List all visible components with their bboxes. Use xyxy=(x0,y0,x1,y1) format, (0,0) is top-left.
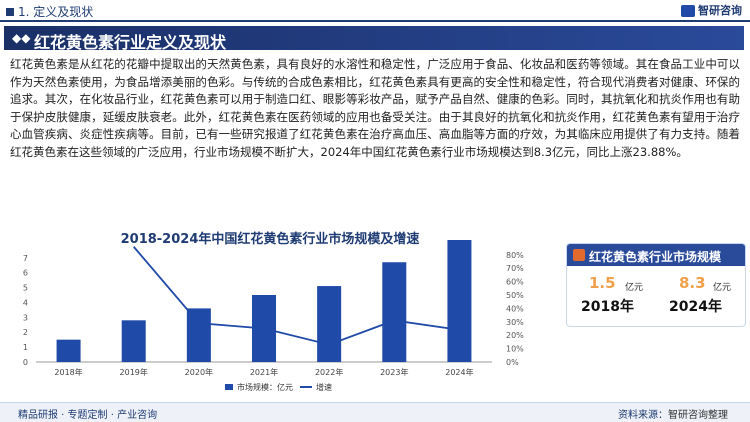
bar-2022年 xyxy=(317,286,341,362)
footer-source-name: 智研咨询整理 xyxy=(668,410,728,421)
bar-2023年 xyxy=(382,262,406,362)
y-left-tick-label: 6 xyxy=(23,269,28,278)
chart-icon xyxy=(573,249,585,261)
brand-logo: 智研咨询 xyxy=(681,2,742,18)
summary-card-header: 红花黄色素行业市场规模 xyxy=(567,244,745,266)
footer-tagline: 精品研报 · 专题定制 · 产业咨询 xyxy=(18,406,157,421)
footer-source: 资料来源：智研咨询整理 xyxy=(618,406,728,421)
y-left-tick-label: 7 xyxy=(23,254,28,263)
summary-year-2024: 2024年 xyxy=(669,296,722,316)
brand-text: 智研咨询 xyxy=(698,4,742,17)
y-left-tick-label: 2 xyxy=(23,328,28,337)
y-right-tick-label: 50% xyxy=(506,291,524,300)
summary-card: 红花黄色素行业市场规模 1.5 亿元 2018年 8.3 亿元 2024年 xyxy=(566,243,746,327)
page-title: 红花黄色素行业定义及现状 xyxy=(34,29,226,53)
section-text: 1. 定义及现状 xyxy=(18,5,93,19)
section-bullet-icon xyxy=(6,8,14,16)
top-rule xyxy=(0,20,750,22)
summary-value-2024: 8.3 xyxy=(679,274,706,292)
legend-bar-swatch xyxy=(225,384,233,390)
legend-bar-label: 市场规模：亿元 xyxy=(237,382,293,392)
y-left-tick-label: 3 xyxy=(23,313,28,322)
bar-2020年 xyxy=(187,308,211,362)
y-left-tick-label: 4 xyxy=(23,298,28,307)
legend-line-label: 增速 xyxy=(316,382,332,392)
growth-line xyxy=(134,247,460,345)
y-left-tick-label: 1 xyxy=(23,343,28,352)
y-right-tick-label: 80% xyxy=(506,251,524,260)
bar-2018年 xyxy=(57,340,81,362)
x-tick-label: 2024年 xyxy=(445,367,473,377)
summary-value-2018: 1.5 xyxy=(589,274,616,292)
summary-unit-2018: 亿元 xyxy=(625,280,643,293)
y-right-tick-label: 60% xyxy=(506,278,524,287)
double-chevron-icon: ◆◆ xyxy=(12,31,30,45)
x-tick-label: 2022年 xyxy=(315,367,343,377)
y-right-tick-label: 10% xyxy=(506,345,524,354)
y-right-tick-label: 30% xyxy=(506,318,524,327)
y-right-tick-label: 0% xyxy=(506,358,519,367)
brand-icon xyxy=(681,5,695,17)
footer-source-label: 资料来源： xyxy=(618,410,668,421)
top-bar: 1. 定义及现状 智研咨询 xyxy=(0,0,750,22)
y-right-tick-label: 20% xyxy=(506,331,524,340)
summary-year-2018: 2018年 xyxy=(581,296,634,316)
y-right-tick-label: 70% xyxy=(506,264,524,273)
title-bar: ◆◆ 红花黄色素行业定义及现状 xyxy=(4,26,744,50)
summary-unit-2024: 亿元 xyxy=(713,280,731,293)
bar-2019年 xyxy=(122,320,146,362)
section-label: 1. 定义及现状 xyxy=(6,3,93,20)
x-tick-label: 2018年 xyxy=(54,367,82,377)
bar-2024年 xyxy=(447,240,471,362)
footer-bar: 精品研报 · 专题定制 · 产业咨询 资料来源：智研咨询整理 xyxy=(0,402,750,422)
summary-card-title: 红花黄色素行业市场规模 xyxy=(589,248,721,265)
x-tick-label: 2020年 xyxy=(185,367,213,377)
y-right-tick-label: 40% xyxy=(506,304,524,313)
x-tick-label: 2019年 xyxy=(120,367,148,377)
intro-paragraph: 红花黄色素是从红花的花瓣中提取出的天然黄色素，具有良好的水溶性和稳定性，广泛应用… xyxy=(10,56,740,161)
x-tick-label: 2023年 xyxy=(380,367,408,377)
y-left-tick-label: 0 xyxy=(23,358,28,367)
x-tick-label: 2021年 xyxy=(250,367,278,377)
y-left-tick-label: 5 xyxy=(23,284,28,293)
